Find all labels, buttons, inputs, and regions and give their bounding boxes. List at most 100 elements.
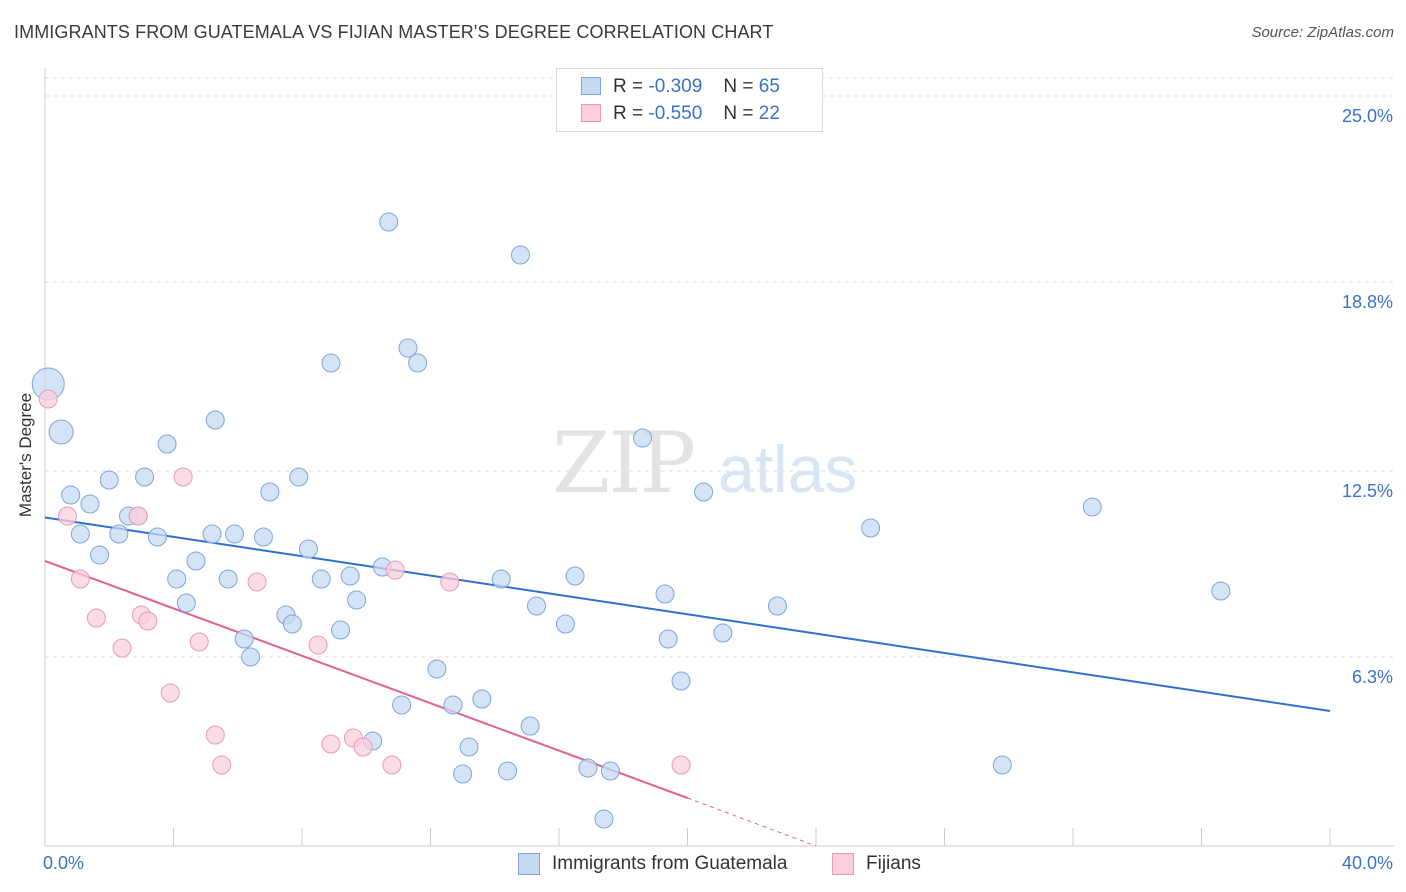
watermark-zip: ZIP bbox=[552, 414, 694, 512]
data-point-guatemala bbox=[379, 212, 399, 232]
data-point-guatemala bbox=[527, 596, 547, 616]
data-point-guatemala bbox=[565, 566, 585, 586]
data-point-guatemala bbox=[321, 353, 341, 373]
legend-swatch-fijian bbox=[581, 104, 601, 122]
data-point-fijian bbox=[173, 467, 193, 487]
data-point-fijian bbox=[86, 608, 106, 628]
series-legend: Immigrants from Guatemala Fijians bbox=[0, 850, 1406, 880]
data-point-guatemala bbox=[453, 764, 473, 784]
data-point-guatemala bbox=[298, 539, 318, 559]
data-point-fijian bbox=[189, 632, 209, 652]
data-point-guatemala bbox=[331, 620, 351, 640]
data-point-fijian bbox=[112, 638, 132, 658]
n-value-guatemala: 65 bbox=[758, 76, 780, 97]
data-point-fijian bbox=[38, 389, 58, 409]
y-tick-label: 18.8% bbox=[1342, 292, 1393, 312]
data-point-guatemala bbox=[61, 485, 81, 505]
data-point-guatemala bbox=[491, 569, 511, 589]
data-point-guatemala bbox=[861, 518, 881, 538]
y-tick-label: 12.5% bbox=[1342, 481, 1393, 501]
y-tick-label: 6.3% bbox=[1352, 667, 1393, 687]
data-point-guatemala bbox=[202, 524, 222, 544]
data-point-guatemala bbox=[80, 494, 100, 514]
data-point-fijian bbox=[128, 506, 148, 526]
data-point-guatemala bbox=[109, 524, 129, 544]
legend-label-guatemala: Immigrants from Guatemala bbox=[552, 853, 788, 874]
data-point-guatemala bbox=[347, 590, 367, 610]
data-point-fijian bbox=[138, 611, 158, 631]
data-point-guatemala bbox=[253, 527, 273, 547]
data-point-guatemala bbox=[398, 338, 418, 358]
data-point-guatemala bbox=[218, 569, 238, 589]
data-point-guatemala bbox=[658, 629, 678, 649]
data-point-guatemala bbox=[205, 410, 225, 430]
data-point-guatemala bbox=[510, 245, 530, 265]
trend-line-fijian bbox=[44, 560, 688, 799]
data-point-guatemala bbox=[90, 545, 110, 565]
x-tick-label: 40.0% bbox=[1342, 853, 1393, 873]
axes bbox=[44, 68, 1394, 847]
y-tick-label: 25.0% bbox=[1342, 106, 1393, 126]
watermark: ZIP atlas bbox=[552, 414, 857, 512]
data-point-fijian bbox=[382, 755, 402, 775]
data-point-guatemala bbox=[225, 524, 245, 544]
data-point-guatemala bbox=[694, 482, 714, 502]
data-point-fijian bbox=[440, 572, 460, 592]
data-point-guatemala bbox=[498, 761, 518, 781]
data-point-guatemala bbox=[594, 809, 614, 829]
data-point-guatemala bbox=[443, 695, 463, 715]
data-point-fijian bbox=[671, 755, 691, 775]
n-label: N = bbox=[723, 76, 754, 97]
data-point-guatemala bbox=[408, 353, 428, 373]
data-point-guatemala bbox=[176, 593, 196, 613]
trend-line-fijian-extension bbox=[687, 797, 817, 847]
data-point-fijian bbox=[212, 755, 232, 775]
r-label: R = bbox=[613, 76, 644, 97]
data-point-guatemala bbox=[713, 623, 733, 643]
data-point-fijian bbox=[70, 569, 90, 589]
y-tick-labels: 6.3% 12.5% 18.8% 25.0% bbox=[1342, 106, 1393, 687]
data-point-fijian bbox=[160, 683, 180, 703]
data-point-guatemala bbox=[1211, 581, 1231, 601]
data-point-guatemala bbox=[600, 761, 620, 781]
legend-swatch-guatemala bbox=[581, 77, 601, 95]
data-point-fijian bbox=[57, 506, 77, 526]
data-point-guatemala bbox=[234, 629, 254, 649]
data-point-guatemala bbox=[70, 524, 90, 544]
legend-swatch-guatemala bbox=[518, 853, 540, 875]
data-point-guatemala bbox=[241, 647, 261, 667]
r-value-guatemala: -0.309 bbox=[648, 76, 703, 97]
data-point-guatemala bbox=[48, 419, 74, 445]
data-point-guatemala bbox=[289, 467, 309, 487]
data-point-guatemala bbox=[427, 659, 447, 679]
watermark-atlas: atlas bbox=[718, 432, 857, 506]
series-guatemala-points bbox=[31, 212, 1231, 829]
data-point-guatemala bbox=[520, 716, 540, 736]
data-point-guatemala bbox=[655, 584, 675, 604]
n-label: N = bbox=[723, 103, 754, 124]
data-point-fijian bbox=[353, 737, 373, 757]
x-tick-label: 0.0% bbox=[43, 853, 84, 873]
data-point-guatemala bbox=[99, 470, 119, 490]
data-point-guatemala bbox=[578, 758, 598, 778]
legend-label-fijian: Fijians bbox=[866, 853, 921, 874]
data-point-guatemala bbox=[767, 596, 787, 616]
data-point-guatemala bbox=[555, 614, 575, 634]
data-point-guatemala bbox=[671, 671, 691, 691]
trend-line-guatemala bbox=[44, 516, 1331, 712]
stats-legend: R = -0.309 N = 65 R = -0.550 N = 22 bbox=[556, 68, 823, 132]
source-credit: Source: ZipAtlas.com bbox=[1251, 24, 1394, 41]
data-point-fijian bbox=[205, 725, 225, 745]
n-value-fijian: 22 bbox=[758, 103, 780, 124]
x-tick-labels: 0.0% 40.0% bbox=[43, 853, 1393, 873]
data-point-guatemala bbox=[157, 434, 177, 454]
data-point-guatemala bbox=[311, 569, 331, 589]
data-point-guatemala bbox=[472, 689, 492, 709]
data-point-guatemala bbox=[992, 755, 1012, 775]
r-label: R = bbox=[613, 103, 644, 124]
data-point-guatemala bbox=[282, 614, 302, 634]
data-point-guatemala bbox=[1082, 497, 1102, 517]
data-point-guatemala bbox=[167, 569, 187, 589]
r-value-fijian: -0.550 bbox=[648, 103, 703, 124]
